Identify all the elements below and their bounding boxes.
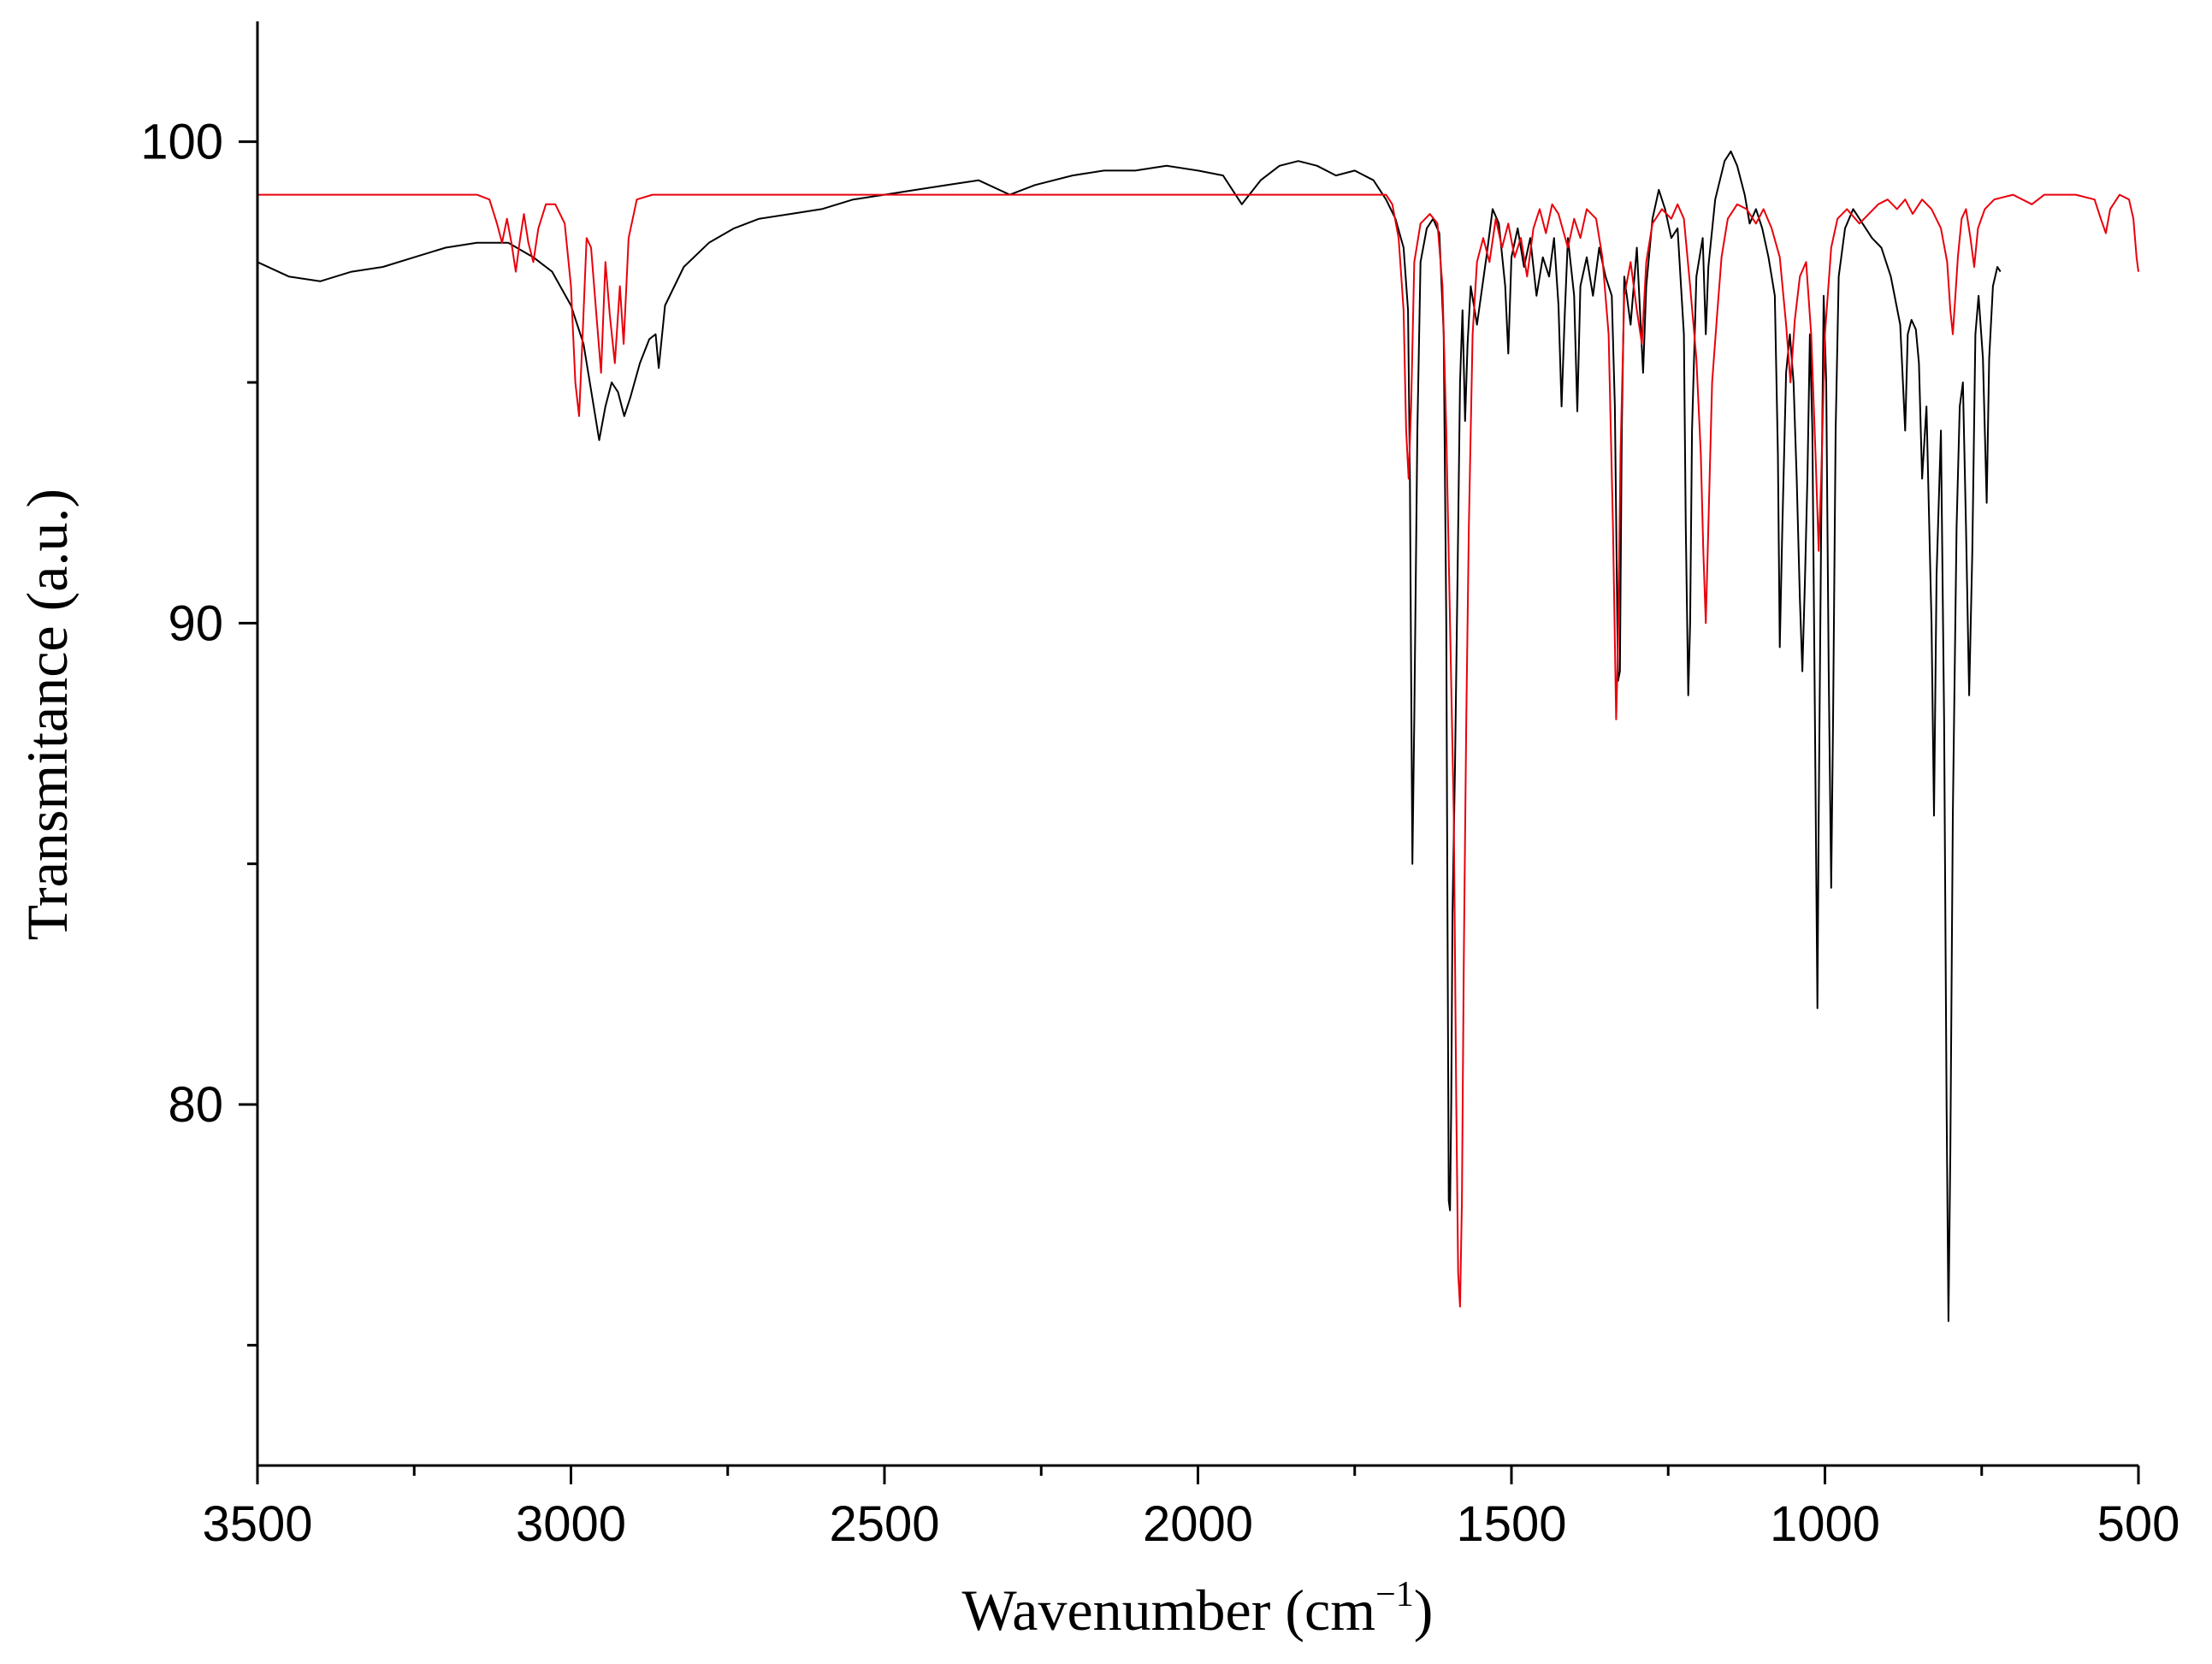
x-tick-label: 1500 [1456, 1496, 1566, 1552]
x-tick-label: 3500 [202, 1496, 312, 1552]
x-tick-label: 3000 [516, 1496, 626, 1552]
series-line-2 [257, 193, 2139, 1308]
x-tick-label: 1000 [1770, 1496, 1880, 1552]
x-axis-ticks: 3500 3000 2500 2000 1500 1000 500 [202, 1466, 2179, 1552]
y-tick-label: 80 [168, 1077, 223, 1133]
x-axis-title: Wavenumber (cm−1) [962, 1575, 1434, 1643]
y-axis-ticks: 100 90 80 [140, 115, 257, 1347]
x-tick-label: 2500 [829, 1496, 939, 1552]
y-tick-label: 90 [168, 595, 223, 651]
series-layer [257, 150, 2139, 1323]
x-axis-title-superscript: −1 [1375, 1575, 1414, 1614]
x-axis-title-close: ) [1414, 1578, 1434, 1643]
y-axis-title: Transmitance (a.u.) [15, 489, 80, 940]
y-tick-label: 100 [140, 115, 223, 170]
x-tick-label: 500 [2097, 1496, 2180, 1552]
series-line-1 [257, 150, 2002, 1323]
x-tick-label: 2000 [1143, 1496, 1253, 1552]
